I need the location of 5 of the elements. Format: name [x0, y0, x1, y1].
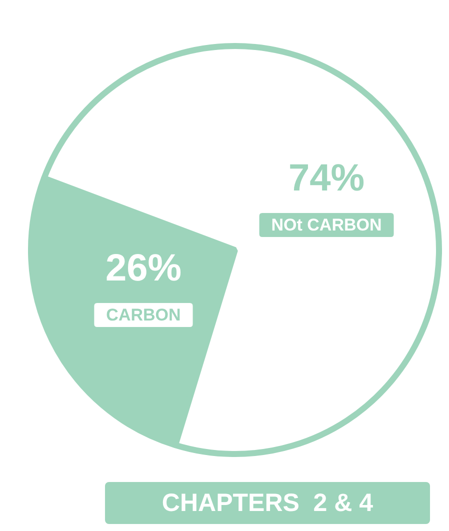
- data-label: 26%: [105, 248, 182, 290]
- data-label: 74%: [288, 157, 365, 200]
- slice-label: CARBON: [106, 306, 181, 325]
- text: CHAPTERS 2 & 4: [105, 482, 430, 524]
- slice-label: NOt CARBON: [271, 216, 382, 235]
